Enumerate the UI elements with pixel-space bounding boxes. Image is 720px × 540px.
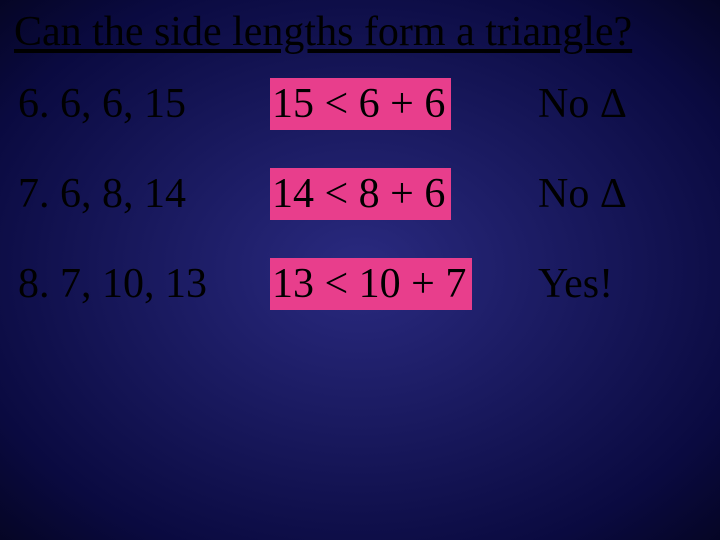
- problem-row: 6. 6, 6, 15 15 < 6 + 6 No Δ: [18, 78, 702, 130]
- problem-row: 7. 6, 8, 14 14 < 8 + 6 No Δ: [18, 168, 702, 220]
- inequality-highlight: 15 < 6 + 6: [270, 78, 451, 130]
- inequality-highlight: 13 < 10 + 7: [270, 258, 472, 310]
- inequality-highlight: 14 < 8 + 6: [270, 168, 451, 220]
- answer-text: No Δ: [538, 170, 702, 218]
- problem-number-sides: 7. 6, 8, 14: [18, 170, 270, 218]
- answer-text: No Δ: [538, 80, 702, 128]
- answer-text: Yes!: [538, 260, 702, 308]
- problem-number-sides: 8. 7, 10, 13: [18, 260, 270, 308]
- problem-row: 8. 7, 10, 13 13 < 10 + 7 Yes!: [18, 258, 702, 310]
- slide-title: Can the side lengths form a triangle?: [14, 8, 706, 56]
- slide: Can the side lengths form a triangle? 6.…: [0, 0, 720, 540]
- problem-number-sides: 6. 6, 6, 15: [18, 80, 270, 128]
